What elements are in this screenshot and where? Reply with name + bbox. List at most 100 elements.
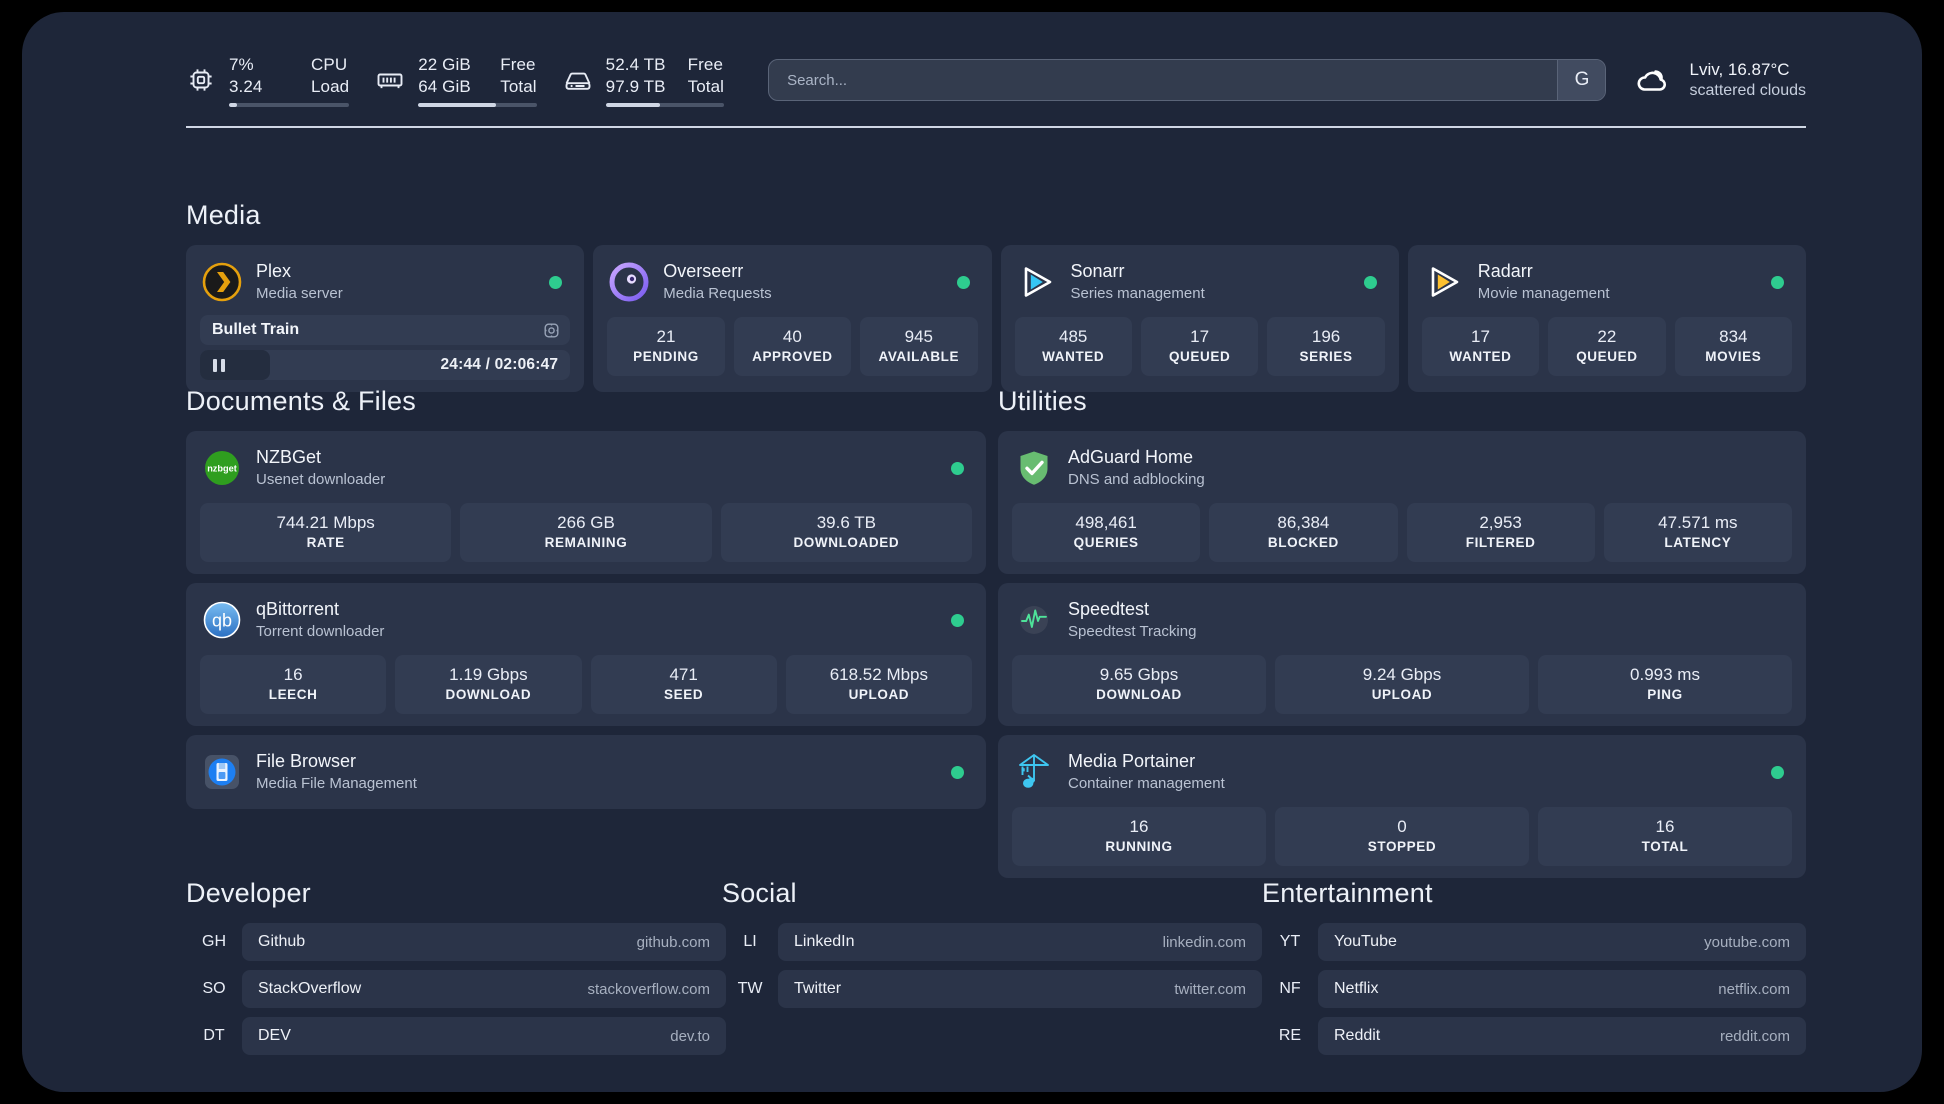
resource-disk[interactable]: 52.4 TB 97.9 TB Free Total bbox=[563, 54, 725, 107]
stat-label: PENDING bbox=[633, 349, 699, 364]
bookmark-link[interactable]: Github github.com bbox=[242, 923, 726, 961]
service-card-speedtest[interactable]: Speedtest Speedtest Tracking 9.65 Gbps DOWN… bbox=[998, 583, 1806, 726]
service-title: qBittorrent bbox=[256, 599, 340, 619]
bookmark-link[interactable]: StackOverflow stackoverflow.com bbox=[242, 970, 726, 1008]
stat-label: AVAILABLE bbox=[878, 349, 960, 364]
stat-label: DOWNLOAD bbox=[445, 687, 532, 702]
service-title: Media Portainer bbox=[1068, 751, 1196, 771]
service-card-adguard-home[interactable]: AdGuard Home DNS and adblocking 498,461 QUE… bbox=[998, 431, 1806, 574]
section-utilities: Utilities AdGuard Home DNS and adblocking… bbox=[998, 386, 1806, 878]
stat-label: UPLOAD bbox=[1371, 687, 1433, 702]
now-playing-title: Bullet Train bbox=[212, 321, 300, 338]
stat-block: 266 GB REMAINING bbox=[460, 503, 712, 562]
service-card-radarr[interactable]: Radarr Movie management 17 WANTED 22 QUEUED 83… bbox=[1407, 245, 1806, 392]
stat-value: 17 bbox=[1471, 327, 1490, 346]
service-card-header: Speedtest Speedtest Tracking bbox=[1012, 595, 1792, 645]
bookmark-group-title: Developer bbox=[186, 878, 311, 908]
stat-value: 39.6 TB bbox=[816, 513, 876, 532]
service-card-plex[interactable]: Plex Media server Bullet Train 24:44 / 02:0… bbox=[186, 245, 585, 392]
resource-value: 64 GiB bbox=[418, 76, 471, 96]
service-card-nzbget[interactable]: nzbget NZBGet Usenet downloader 744.21 Mbps… bbox=[186, 431, 986, 574]
media-card-grid: Plex Media server Bullet Train 24:44 / 02:0… bbox=[186, 245, 1806, 392]
bookmark-link[interactable]: YouTube youtube.com bbox=[1318, 923, 1806, 961]
qbittorrent-logo: qb bbox=[202, 600, 242, 640]
resource-value: 52.4 TB bbox=[605, 54, 666, 74]
bookmark-group-title: Social bbox=[722, 878, 797, 908]
status-badge bbox=[1363, 275, 1377, 289]
stat-label: RUNNING bbox=[1105, 839, 1173, 854]
adguard-logo bbox=[1014, 448, 1054, 488]
bookmark-list: LI LinkedIn linkedin.com TW Twitter twitter.c… bbox=[722, 923, 1262, 1008]
stat-label: UPLOAD bbox=[848, 687, 910, 702]
stat-block: 9.65 Gbps DOWNLOAD bbox=[1012, 655, 1266, 714]
stat-value: 945 bbox=[904, 327, 933, 346]
service-stats: 744.21 Mbps RATE 266 GB REMAINING 39.6 TB DOW… bbox=[200, 503, 972, 562]
service-card-header: Plex Media server bbox=[200, 257, 570, 307]
bookmark-link[interactable]: Twitter twitter.com bbox=[778, 970, 1262, 1008]
resource-memory-readout: 22 GiB 64 GiB Free Total bbox=[418, 54, 537, 107]
service-title: File Browser bbox=[256, 751, 357, 771]
service-card-filebrowser[interactable]: File Browser Media File Management bbox=[186, 735, 986, 809]
now-playing-progress[interactable]: 24:44 / 02:06:47 bbox=[200, 350, 571, 380]
search-bar[interactable]: G bbox=[768, 59, 1607, 101]
pause-icon[interactable] bbox=[213, 358, 225, 372]
service-subtitle: Media Requests bbox=[663, 285, 772, 302]
stat-value: 16 bbox=[283, 665, 303, 684]
service-title: Plex bbox=[256, 261, 292, 281]
service-card-header: Overseerr Media Requests bbox=[607, 257, 977, 307]
stat-value: 9.65 Gbps bbox=[1099, 665, 1179, 684]
section-title-documents: Documents & Files bbox=[186, 386, 416, 416]
gear-icon[interactable] bbox=[543, 322, 560, 339]
service-subtitle: Media File Management bbox=[256, 775, 417, 792]
resource-cpu[interactable]: 7% 3.24 CPU Load bbox=[186, 54, 350, 107]
memory-icon bbox=[375, 65, 405, 95]
bookmark-link[interactable]: Reddit reddit.com bbox=[1318, 1017, 1806, 1055]
stat-block: 17 WANTED bbox=[1421, 317, 1540, 376]
weather-location-temp: Lviv, 16.87°C bbox=[1689, 60, 1790, 79]
service-title: Radarr bbox=[1477, 261, 1533, 281]
stat-block: 47.571 ms LATENCY bbox=[1603, 503, 1792, 562]
service-card-titles: AdGuard Home DNS and adblocking bbox=[1068, 447, 1788, 489]
stat-value: 16 bbox=[1129, 817, 1149, 836]
radarr-logo bbox=[1424, 262, 1464, 302]
stat-value: 9.24 Gbps bbox=[1362, 665, 1442, 684]
bookmark-group-entertainment: Entertainment YT YouTube youtube.com NF Netf… bbox=[1262, 878, 1806, 1055]
resource-memory[interactable]: 22 GiB 64 GiB Free Total bbox=[375, 54, 537, 107]
bookmark-abbr: GH bbox=[202, 933, 226, 950]
service-card-media-portainer[interactable]: Media Portainer Container management 16 RUN… bbox=[998, 735, 1806, 878]
service-subtitle: Speedtest Tracking bbox=[1068, 623, 1197, 640]
bookmark-link[interactable]: Netflix netflix.com bbox=[1318, 970, 1806, 1008]
stat-label: SEED bbox=[664, 687, 704, 702]
service-card-header: Sonarr Series management bbox=[1015, 257, 1385, 307]
service-title: AdGuard Home bbox=[1068, 447, 1194, 467]
speedtest-logo bbox=[1014, 600, 1054, 640]
now-playing-time: 24:44 / 02:06:47 bbox=[440, 356, 559, 373]
status-badge bbox=[1771, 275, 1784, 289]
stat-value: 86,384 bbox=[1277, 513, 1330, 532]
resource-value: 3.24 bbox=[229, 76, 263, 96]
now-playing-progress-fill bbox=[200, 350, 271, 380]
service-card-sonarr[interactable]: Sonarr Series management 485 WANTED 17 QUEUED… bbox=[1000, 245, 1399, 392]
weather-widget[interactable]: Lviv, 16.87°C scattered clouds bbox=[1632, 59, 1806, 101]
search-input[interactable] bbox=[769, 60, 1558, 100]
search-engine-button[interactable]: G bbox=[1557, 60, 1606, 100]
bookmark-abbr: YT bbox=[1279, 933, 1301, 950]
bookmark-link[interactable]: DEV dev.to bbox=[242, 1017, 726, 1055]
stat-value: 22 bbox=[1597, 327, 1617, 346]
service-stats: 21 PENDING 40 APPROVED 945 AVAILABLE bbox=[607, 317, 978, 376]
service-card-overseerr[interactable]: Overseerr Media Requests 21 PENDING 40 APPROV… bbox=[593, 245, 992, 392]
stat-value: 498,461 bbox=[1075, 513, 1137, 532]
bookmark-url: netflix.com bbox=[1718, 980, 1790, 998]
bookmark-url: dev.to bbox=[670, 1027, 710, 1045]
service-card-titles: File Browser Media File Management bbox=[256, 751, 937, 793]
status-badge bbox=[951, 765, 964, 779]
service-card-qbittorrent[interactable]: qb qBittorrent Torrent downloader 16 LEECH 1.… bbox=[186, 583, 986, 726]
stat-label: BLOCKED bbox=[1267, 535, 1339, 550]
stat-block: 945 AVAILABLE bbox=[860, 317, 978, 376]
bookmark-list: YT YouTube youtube.com NF Netflix netflix.com… bbox=[1262, 923, 1806, 1055]
service-card-header: nzbget NZBGet Usenet downloader bbox=[200, 443, 972, 493]
section-title-utilities: Utilities bbox=[998, 386, 1087, 416]
bookmark-link[interactable]: LinkedIn linkedin.com bbox=[778, 923, 1262, 961]
service-subtitle: Series management bbox=[1070, 285, 1205, 302]
service-card-titles: qBittorrent Torrent downloader bbox=[256, 599, 937, 641]
